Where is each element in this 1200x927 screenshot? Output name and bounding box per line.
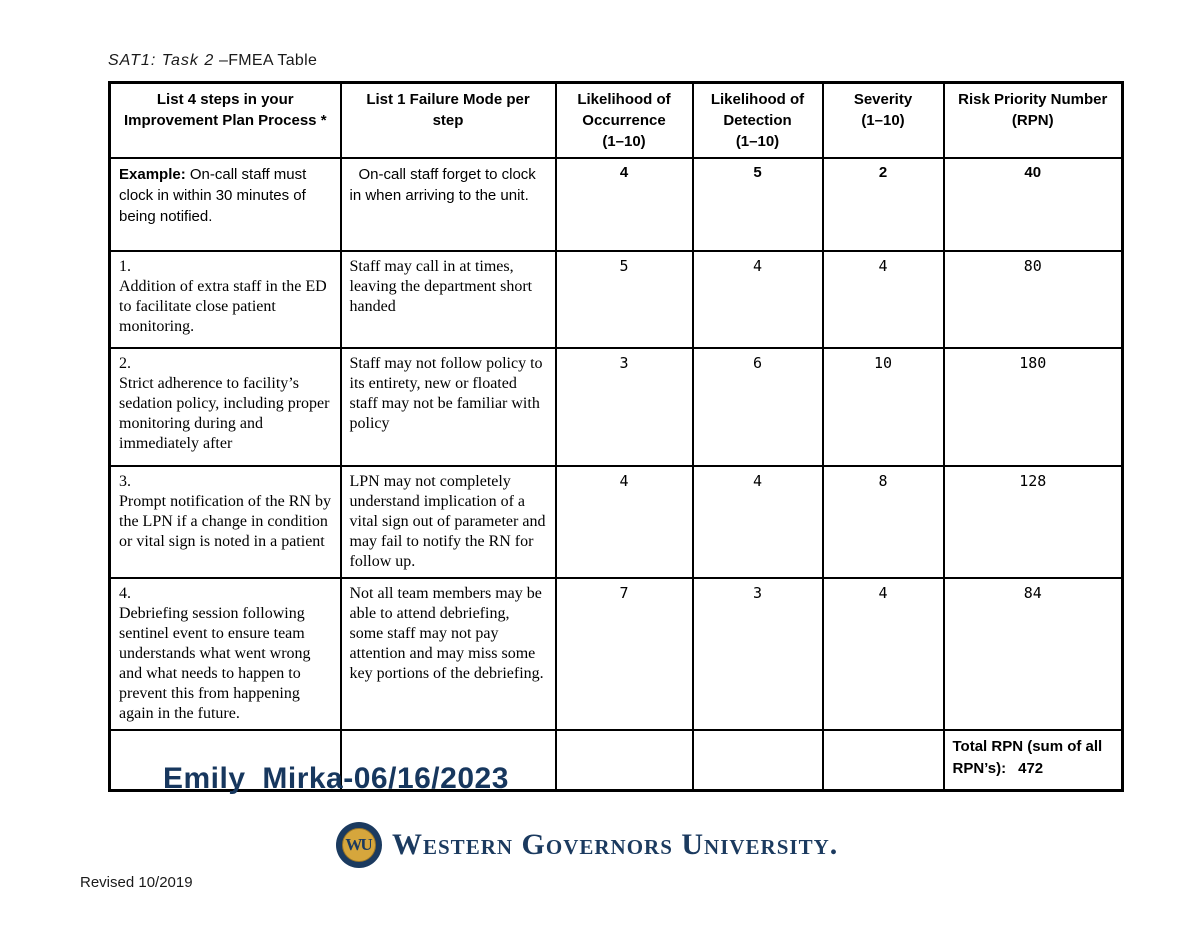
detection-cell: 5 [691, 157, 824, 252]
severity-cell: 10 [821, 347, 945, 467]
table-row-step-4: 4. Debriefing session following sentinel … [108, 577, 1124, 731]
empty-cell [108, 729, 342, 791]
header-likelihood-occurrence: Likelihood of Occurrence (1–10) [554, 81, 694, 159]
rpn-cell: 84 [942, 577, 1124, 731]
occurrence-cell: 4 [554, 157, 694, 252]
table-header-row: List 4 steps in your Improvement Plan Pr… [108, 81, 1124, 159]
step-cell: Example: On-call staff must clock in wit… [108, 157, 342, 252]
table-row-total: Total RPN (sum of all RPN’s): 472 [108, 729, 1124, 791]
rpn-cell: 80 [942, 250, 1124, 349]
empty-cell [691, 729, 824, 791]
step-text: Debriefing session following sentinel ev… [119, 605, 311, 722]
header-failure-mode: List 1 Failure Mode per step [339, 81, 557, 159]
signature-text: Emily Mirka-06/16/2023 [163, 762, 509, 795]
step-text: Prompt notification of the RN by the LPN… [119, 493, 331, 550]
step-number: 3. [119, 473, 131, 490]
table-row-step-2: 2. Strict adherence to facility’s sedatio… [108, 347, 1124, 467]
rpn-cell: 128 [942, 465, 1124, 579]
total-rpn-label: Total RPN (sum of all RPN’s): [952, 738, 1103, 777]
detection-cell: 4 [691, 465, 824, 579]
step-cell: 2. Strict adherence to facility’s sedatio… [108, 347, 342, 467]
header-likelihood-detection: Likelihood of Detection (1–10) [691, 81, 824, 159]
step-cell: 1. Addition of extra staff in the ED to f… [108, 250, 342, 349]
failure-cell: On-call staff forget to clock in when ar… [339, 157, 557, 252]
severity-cell: 8 [821, 465, 945, 579]
table-row-step-3: 3. Prompt notification of the RN by the L… [108, 465, 1124, 579]
occurrence-cell: 5 [554, 250, 694, 349]
header-steps: List 4 steps in your Improvement Plan Pr… [108, 81, 342, 159]
page-title-task: SAT1: Task 2 [108, 52, 215, 69]
detection-cell: 6 [691, 347, 824, 467]
wgu-wordmark: Western Governors University. [392, 828, 839, 861]
step-text: Addition of extra staff in the ED to fac… [119, 278, 327, 335]
step-text: Strict adherence to facility’s sedation … [119, 375, 330, 452]
step-number: 1. [119, 258, 131, 275]
page-title-suffix: –FMEA Table [219, 52, 318, 69]
wgu-monogram: WU [345, 835, 372, 854]
detection-cell: 3 [691, 577, 824, 731]
severity-cell: 4 [821, 250, 945, 349]
detection-cell: 4 [691, 250, 824, 349]
wgu-seal-icon: WU [336, 822, 382, 868]
table-row-step-1: 1. Addition of extra staff in the ED to f… [108, 250, 1124, 349]
step-text: On-call staff must clock in within 30 mi… [119, 166, 307, 225]
example-label: Example: [119, 166, 186, 183]
wgu-logo: WU Western Governors University. [336, 822, 838, 868]
total-rpn-cell: Total RPN (sum of all RPN’s): 472 [942, 729, 1124, 791]
step-number: 2. [119, 355, 131, 372]
severity-cell: 4 [821, 577, 945, 731]
step-number: 4. [119, 585, 131, 602]
failure-cell: Staff may call in at times, leaving the … [339, 250, 557, 349]
failure-cell: LPN may not completely understand implic… [339, 465, 557, 579]
step-cell: 3. Prompt notification of the RN by the L… [108, 465, 342, 579]
fmea-table: List 4 steps in your Improvement Plan Pr… [108, 81, 1124, 792]
rpn-cell: 40 [942, 157, 1124, 252]
failure-cell: Not all team members may be able to atte… [339, 577, 557, 731]
occurrence-cell: 4 [554, 465, 694, 579]
failure-cell: Staff may not follow policy to its entir… [339, 347, 557, 467]
rpn-cell: 180 [942, 347, 1124, 467]
page-title: SAT1: Task 2 –FMEA Table [108, 52, 317, 70]
empty-cell [554, 729, 694, 791]
revised-note: Revised 10/2019 [80, 874, 193, 891]
table-row-example: Example: On-call staff must clock in wit… [108, 157, 1124, 252]
occurrence-cell: 3 [554, 347, 694, 467]
severity-cell: 2 [821, 157, 945, 252]
empty-cell [821, 729, 945, 791]
total-rpn-value: 472 [1018, 760, 1044, 777]
empty-cell [339, 729, 557, 791]
wgu-seal-inner: WU [342, 828, 376, 862]
step-cell: 4. Debriefing session following sentinel … [108, 577, 342, 731]
occurrence-cell: 7 [554, 577, 694, 731]
header-severity: Severity (1–10) [821, 81, 945, 159]
header-rpn: Risk Priority Number (RPN) [942, 81, 1124, 159]
